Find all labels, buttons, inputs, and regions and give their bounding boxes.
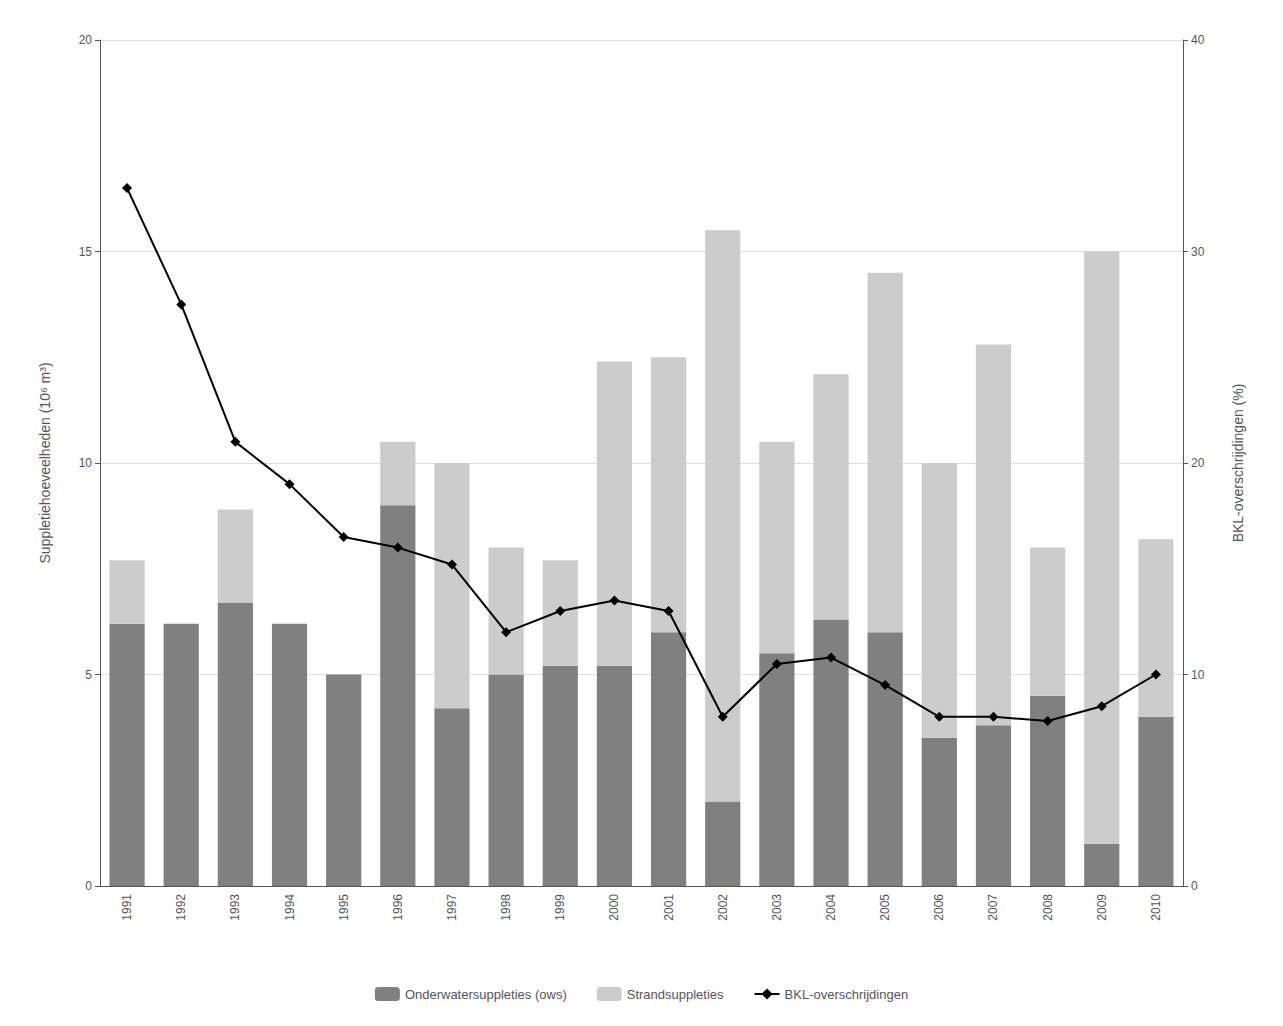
svg-text:2007: 2007	[986, 894, 1000, 921]
svg-text:1997: 1997	[445, 894, 459, 921]
svg-text:1991: 1991	[120, 894, 134, 921]
svg-text:30: 30	[1191, 245, 1205, 259]
svg-text:15: 15	[79, 245, 93, 259]
svg-text:1994: 1994	[283, 894, 297, 921]
svg-text:0: 0	[85, 879, 92, 893]
svg-text:2008: 2008	[1041, 894, 1055, 921]
svg-text:20: 20	[1191, 456, 1205, 470]
svg-text:0: 0	[1191, 879, 1198, 893]
svg-text:1993: 1993	[228, 894, 242, 921]
svg-text:2003: 2003	[770, 894, 784, 921]
svg-text:10: 10	[1191, 668, 1205, 682]
svg-text:2001: 2001	[662, 894, 676, 921]
svg-text:2002: 2002	[716, 894, 730, 921]
svg-text:Strandsuppleties: Strandsuppleties	[627, 987, 724, 1002]
svg-text:2000: 2000	[607, 894, 621, 921]
svg-text:2010: 2010	[1149, 894, 1163, 921]
svg-text:1998: 1998	[499, 894, 513, 921]
svg-text:1992: 1992	[174, 894, 188, 921]
svg-text:2009: 2009	[1095, 894, 1109, 921]
svg-text:Onderwatersuppleties (ows): Onderwatersuppleties (ows)	[405, 987, 567, 1002]
svg-text:2006: 2006	[932, 894, 946, 921]
svg-text:1999: 1999	[553, 894, 567, 921]
svg-text:Suppletie­hoeveelheden (10⁶ m³: Suppletie­hoeveelheden (10⁶ m³)	[37, 362, 53, 563]
svg-text:5: 5	[85, 668, 92, 682]
svg-text:BKL-overschrijdingen: BKL-overschrijdingen	[785, 987, 909, 1002]
svg-text:2005: 2005	[878, 894, 892, 921]
svg-text:40: 40	[1191, 33, 1205, 47]
svg-text:1996: 1996	[391, 894, 405, 921]
svg-text:BKL-overschrijdingen (%): BKL-overschrijdingen (%)	[1230, 384, 1246, 543]
svg-text:1995: 1995	[337, 894, 351, 921]
svg-text:20: 20	[79, 33, 93, 47]
svg-text:10: 10	[79, 456, 93, 470]
svg-text:2004: 2004	[824, 894, 838, 921]
